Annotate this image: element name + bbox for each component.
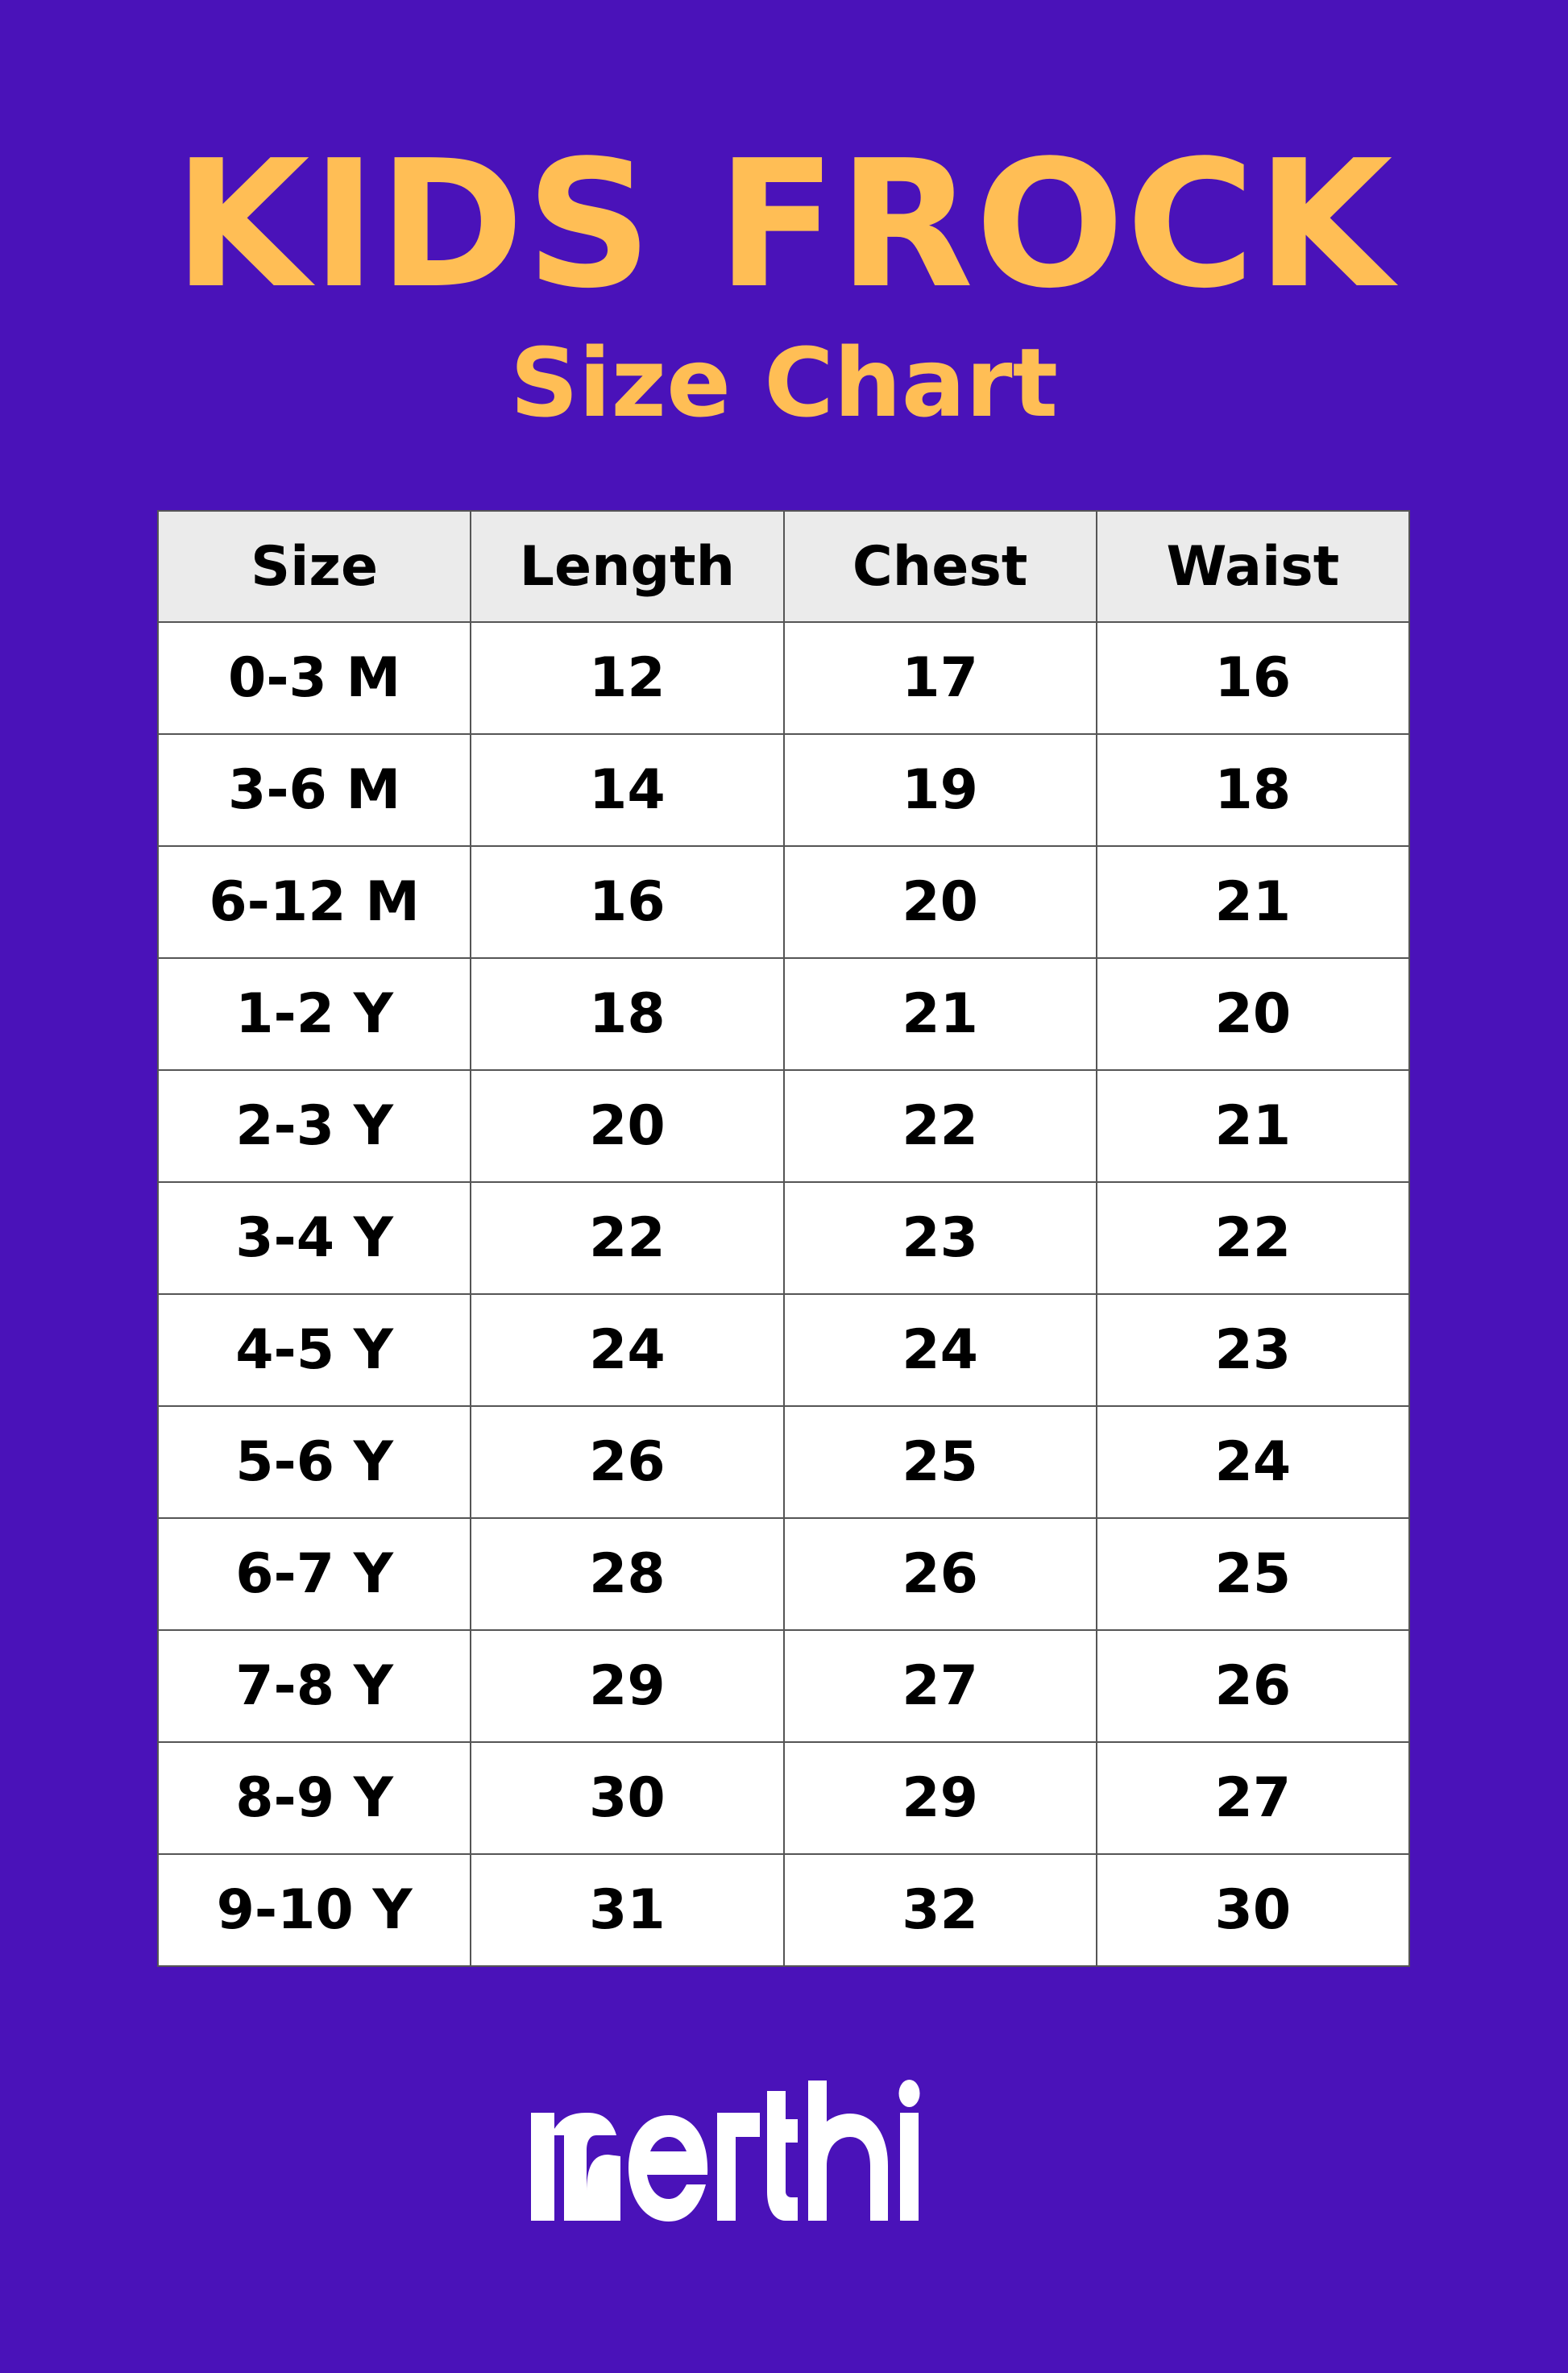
column-header-waist: Waist <box>1095 510 1411 623</box>
table-header-row: Size Length Chest Waist <box>156 510 1411 623</box>
column-header-chest: Chest <box>782 510 1097 623</box>
column-header-size: Size <box>156 510 472 623</box>
table-row: 3-6 M 14 19 18 <box>156 733 1411 847</box>
table-cell-waist: 21 <box>1095 1069 1411 1183</box>
table-cell-length: 22 <box>470 1181 785 1295</box>
table-cell-length: 31 <box>470 1853 785 1967</box>
table-row: 4-5 Y 24 24 23 <box>156 1293 1411 1407</box>
table-row: 8-9 Y 30 29 27 <box>156 1741 1411 1855</box>
table-cell-waist: 24 <box>1095 1405 1411 1519</box>
table-cell-waist: 20 <box>1095 957 1411 1071</box>
table-cell-waist: 22 <box>1095 1181 1411 1295</box>
table-row: 6-12 M 16 20 21 <box>156 845 1411 959</box>
table-row: 1-2 Y 18 21 20 <box>156 957 1411 1071</box>
table-cell-chest: 26 <box>782 1517 1097 1631</box>
table-cell-chest: 23 <box>782 1181 1097 1295</box>
table-cell-chest: 19 <box>782 733 1097 847</box>
table-cell-size: 0-3 M <box>156 621 472 735</box>
table-cell-waist: 30 <box>1095 1853 1411 1967</box>
table-row: 7-8 Y 29 27 26 <box>156 1629 1411 1743</box>
table-cell-waist: 16 <box>1095 621 1411 735</box>
table-cell-chest: 24 <box>782 1293 1097 1407</box>
table-cell-size: 6-7 Y <box>156 1517 472 1631</box>
table-cell-waist: 26 <box>1095 1629 1411 1743</box>
table-cell-length: 30 <box>470 1741 785 1855</box>
table-row: 0-3 M 12 17 16 <box>156 621 1411 735</box>
size-chart-table: Size Length Chest Waist 0-3 M 12 17 16 3-6 M 14 1… <box>156 510 1411 1967</box>
table-cell-length: 12 <box>470 621 785 735</box>
table-cell-size: 4-5 Y <box>156 1293 472 1407</box>
table-row: 5-6 Y 26 25 24 <box>156 1405 1411 1519</box>
table-row: 6-7 Y 28 26 25 <box>156 1517 1411 1631</box>
table-cell-size: 7-8 Y <box>156 1629 472 1743</box>
table-cell-chest: 25 <box>782 1405 1097 1519</box>
table-cell-length: 18 <box>470 957 785 1071</box>
table-cell-waist: 27 <box>1095 1741 1411 1855</box>
table-cell-size: 9-10 Y <box>156 1853 472 1967</box>
table-cell-size: 5-6 Y <box>156 1405 472 1519</box>
table-cell-size: 6-12 M <box>156 845 472 959</box>
table-cell-size: 3-6 M <box>156 733 472 847</box>
table-cell-length: 16 <box>470 845 785 959</box>
table-cell-length: 24 <box>470 1293 785 1407</box>
table-row: 3-4 Y 22 23 22 <box>156 1181 1411 1295</box>
table-cell-chest: 17 <box>782 621 1097 735</box>
table-cell-chest: 32 <box>782 1853 1097 1967</box>
table-cell-waist: 21 <box>1095 845 1411 959</box>
table-cell-size: 1-2 Y <box>156 957 472 1071</box>
table-cell-waist: 18 <box>1095 733 1411 847</box>
table-cell-size: 2-3 Y <box>156 1069 472 1183</box>
table-cell-length: 28 <box>470 1517 785 1631</box>
table-cell-length: 26 <box>470 1405 785 1519</box>
table-cell-chest: 29 <box>782 1741 1097 1855</box>
column-header-length: Length <box>470 510 785 623</box>
table-cell-waist: 23 <box>1095 1293 1411 1407</box>
table-cell-chest: 22 <box>782 1069 1097 1183</box>
page-subtitle: Size Chart <box>509 327 1059 438</box>
table-cell-size: 8-9 Y <box>156 1741 472 1855</box>
table-cell-chest: 27 <box>782 1629 1097 1743</box>
brand-logo <box>531 2080 920 2222</box>
table-cell-chest: 21 <box>782 957 1097 1071</box>
table-row: 2-3 Y 20 22 21 <box>156 1069 1411 1183</box>
table-cell-length: 29 <box>470 1629 785 1743</box>
table-cell-length: 20 <box>470 1069 785 1183</box>
table-cell-chest: 20 <box>782 845 1097 959</box>
table-cell-length: 14 <box>470 733 785 847</box>
table-cell-size: 3-4 Y <box>156 1181 472 1295</box>
page-title: KIDS FROCK <box>173 123 1395 327</box>
table-row: 9-10 Y 31 32 30 <box>156 1853 1411 1967</box>
table-cell-waist: 25 <box>1095 1517 1411 1631</box>
